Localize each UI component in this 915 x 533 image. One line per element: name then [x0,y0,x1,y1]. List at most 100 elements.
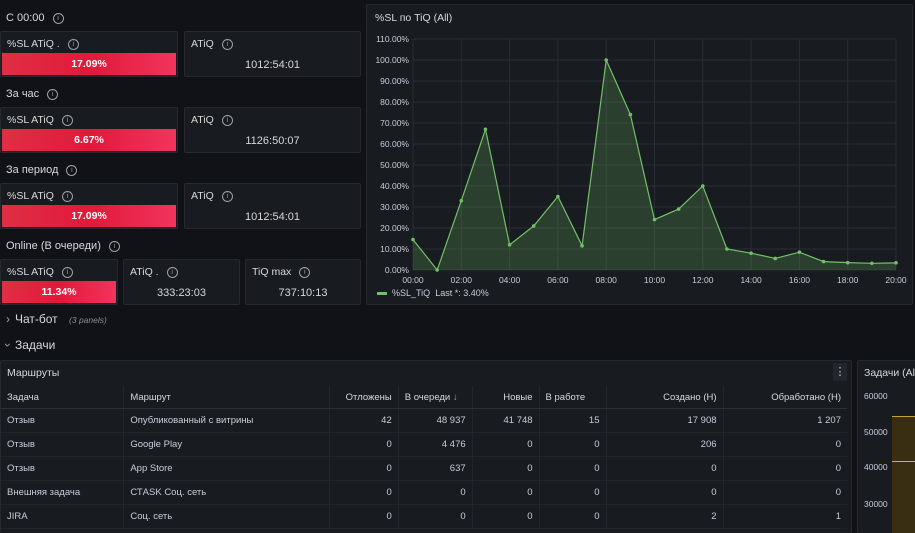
info-icon[interactable]: i [67,38,79,50]
row-chatbot[interactable]: › Чат-бот (3 panels) [6,312,107,326]
y-tick-label: 20.00% [380,223,409,233]
column-header-new[interactable]: Новые [471,386,540,409]
row-panel-count: (3 panels) [69,315,107,325]
sl-value: 17.09% [2,205,176,227]
info-icon[interactable]: i [47,88,59,100]
column-header-created[interactable]: Создано (Н) [605,386,724,409]
stat-panel-atiq-r4[interactable]: ATiQ .i 333:23:03 [123,259,240,305]
y-tick-label: 40.00% [380,181,409,191]
stat-panel-sl-r1[interactable]: %SL ATiQ .i 17.09% [0,31,178,77]
kebab-menu-icon[interactable]: ⋮ [833,363,847,381]
data-point [870,261,874,266]
stat-panel-sl-r2[interactable]: %SL ATiQ i 6.67% [0,107,178,153]
table-cell: 0 [329,456,399,481]
stat-panel-atiq-r1[interactable]: ATiQ i 1012:54:01 [184,31,361,77]
row-tasks[interactable]: ›Задачи [1,338,56,352]
table-cell: JIRA [1,504,124,529]
table-cell: 0 [538,480,606,505]
atiq-value: 1126:50:07 [245,135,300,147]
table-row[interactable]: Отзыв Опубликованный с витрины 42 48 937 41 … [1,408,847,433]
column-header-in-queue[interactable]: В очереди ↓ [397,386,473,409]
table-cell: 42 [329,408,399,433]
y-tick-label: 0.00% [385,265,410,275]
stat-panel-atiq-r3[interactable]: ATiQ i 1012:54:01 [184,183,361,229]
data-point [556,194,560,199]
info-icon[interactable]: i [61,114,73,126]
data-point [411,237,415,242]
table-row[interactable]: Отзыв Google Play 0 4 476 0 0 206 0 [1,432,847,457]
x-tick-label: 16:00 [789,275,811,285]
panel-title: ATiQ i [191,38,233,50]
chart-panel-sl-tiq[interactable]: %SL по TiQ (All) 0.00% 10.00% 20.00% 30.00%… [366,4,913,305]
table-row[interactable]: Внешняя задача СТASK Соц. сеть 0 0 0 0 0 0 [1,480,847,505]
table-cell: 0 [722,432,847,457]
column-header-task[interactable]: Задача [1,386,124,409]
x-tick-label: 10:00 [644,275,666,285]
atiq-value: 1012:54:01 [244,59,301,71]
row-label: Задачи [15,338,56,352]
table-cell: 0 [329,480,399,505]
table-cell: 206 [605,432,724,457]
data-point [628,112,633,117]
data-point [652,217,657,222]
info-icon[interactable]: i [221,38,233,50]
section-title-per-hour: За час i [6,88,59,100]
column-header-postponed[interactable]: Отложены [329,386,399,409]
table-cell: 0 [722,480,847,505]
series-area [892,416,915,533]
x-tick-label: 04:00 [499,275,521,285]
tasks-all-panel[interactable]: Задачи (All 60000 50000 40000 30000 [857,360,915,533]
info-icon[interactable]: i [221,190,233,202]
panel-title: %SL ATiQ .i [7,38,79,50]
y-tick-label: 110.00% [376,34,409,44]
table-cell: 48 937 [397,408,473,433]
table-cell: 0 [329,504,399,529]
data-point [797,250,802,254]
atiq-value: 1012:54:01 [244,211,301,223]
data-point [435,268,439,272]
stat-panel-atiq-r2[interactable]: ATiQ i 1126:50:07 [184,107,361,153]
data-point [749,251,753,255]
sort-desc-icon: ↓ [452,391,458,403]
column-header-in-work[interactable]: В работе [538,386,606,409]
info-icon[interactable]: i [108,240,120,252]
x-tick-label: 14:00 [740,275,762,285]
table-cell: 0 [397,504,473,529]
column-header-processed[interactable]: Обработано (Н) [722,386,847,409]
panel-title: Маршруты [7,367,60,379]
atiq-value: 333:23:03 [157,287,206,299]
stat-panel-tiq-max[interactable]: TiQ max i 737:10:13 [245,259,361,305]
data-point [773,256,778,261]
info-icon[interactable]: i [166,266,178,278]
info-icon[interactable]: i [61,266,73,278]
stat-panel-sl-r4[interactable]: %SL ATiQ i 11.34% [0,259,118,305]
x-tick-label: 08:00 [596,275,618,285]
table-cell: 4 476 [397,432,473,457]
info-icon[interactable]: i [299,266,311,278]
chart-legend[interactable]: %SL_TiQ Last *: 3.40% [377,288,489,298]
info-icon[interactable]: i [61,190,73,202]
table-row[interactable]: Отзыв App Store 0 637 0 0 0 0 [1,456,847,481]
table-row[interactable]: JIRA Соц. сеть 0 0 0 0 2 1 [1,504,847,529]
sl-value: 17.09% [2,53,176,75]
section-title-per-period: За период i [6,164,78,176]
table-cell: 0 [471,480,540,505]
legend-last-value: Last *: 3.40% [435,288,489,298]
column-header-route[interactable]: Маршрут [123,386,330,409]
table-cell: Отзыв [1,432,124,457]
y-tick-label: 80.00% [380,97,409,107]
panel-title: ATiQ i [191,114,233,126]
table-cell: 2 [605,504,724,529]
routes-panel[interactable]: Маршруты ⋮ Задача Маршрут Отложены В оче… [0,360,852,533]
table-cell: СТASK Соц. сеть [123,480,330,505]
table-cell: 0 [471,504,540,529]
x-tick-label: 02:00 [451,275,473,285]
panel-title: %SL ATiQ i [7,114,73,126]
table-cell: 17 908 [605,408,724,433]
section-title-since-midnight: С 00:00 i [6,12,64,24]
info-icon[interactable]: i [66,164,78,176]
stat-panel-sl-r3[interactable]: %SL ATiQ i 17.09% [0,183,178,229]
info-icon[interactable]: i [52,12,64,24]
routes-table: Задача Маршрут Отложены В очереди ↓ Новы… [1,386,847,529]
info-icon[interactable]: i [221,114,233,126]
